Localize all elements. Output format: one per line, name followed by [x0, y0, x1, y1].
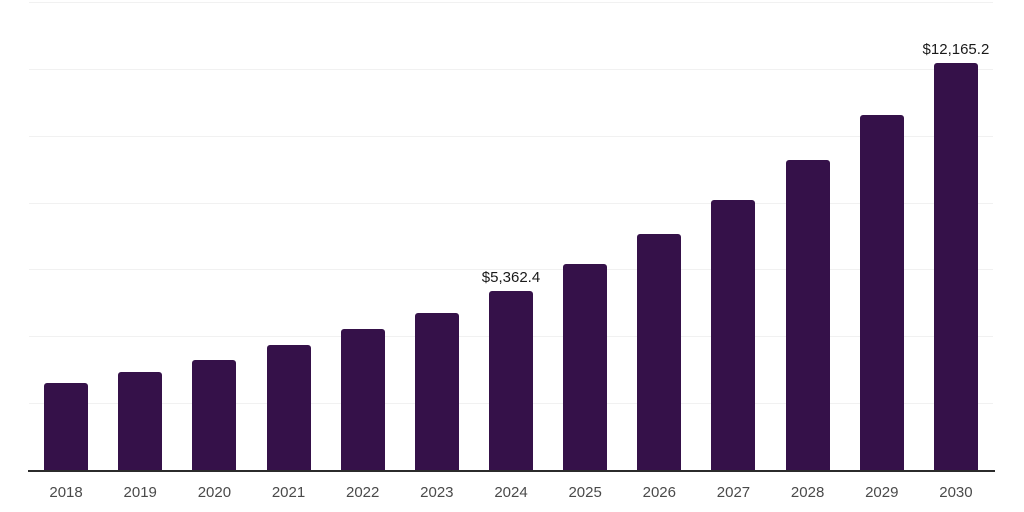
x-tick-label-2028: 2028 — [790, 484, 825, 501]
x-tick-label-2023: 2023 — [420, 484, 454, 501]
x-axis-line — [28, 470, 995, 472]
x-tick-label-2025: 2025 — [568, 484, 602, 501]
gridline-6000 — [29, 269, 993, 271]
bar-2023 — [414, 312, 459, 470]
bar-2026 — [637, 233, 682, 470]
gridline-8000 — [29, 202, 993, 204]
x-tick-label-2024: 2024 — [494, 484, 528, 501]
gridline-12000 — [29, 68, 993, 70]
bar-value-label-2024: $5,362.4 — [481, 268, 541, 286]
x-tick-label-2019: 2019 — [123, 484, 157, 501]
bar-2018 — [44, 383, 89, 470]
bar-2025 — [563, 264, 608, 470]
bar-2019 — [118, 372, 163, 470]
x-tick-label-2020: 2020 — [197, 484, 232, 501]
x-tick-label-2029: 2029 — [865, 484, 899, 501]
x-tick-label-2027: 2027 — [716, 484, 751, 501]
bar-2029 — [859, 115, 904, 470]
bar-2028 — [785, 160, 830, 470]
bar-2020 — [192, 360, 237, 470]
gridline-10000 — [29, 135, 993, 137]
gridline-14000 — [29, 2, 993, 3]
bar-2021 — [266, 345, 311, 470]
x-tick-label-2030: 2030 — [939, 484, 973, 501]
x-tick-label-2026: 2026 — [642, 484, 676, 501]
bar-2027 — [711, 200, 756, 470]
bar-2022 — [340, 329, 385, 470]
bar-value-label-2030: $12,165.2 — [922, 41, 990, 59]
x-tick-label-2018: 2018 — [49, 484, 83, 501]
bar-2030 — [933, 63, 978, 470]
x-tick-label-2021: 2021 — [271, 484, 306, 501]
x-tick-label-2022: 2022 — [346, 484, 380, 501]
bar-2024 — [489, 290, 533, 470]
